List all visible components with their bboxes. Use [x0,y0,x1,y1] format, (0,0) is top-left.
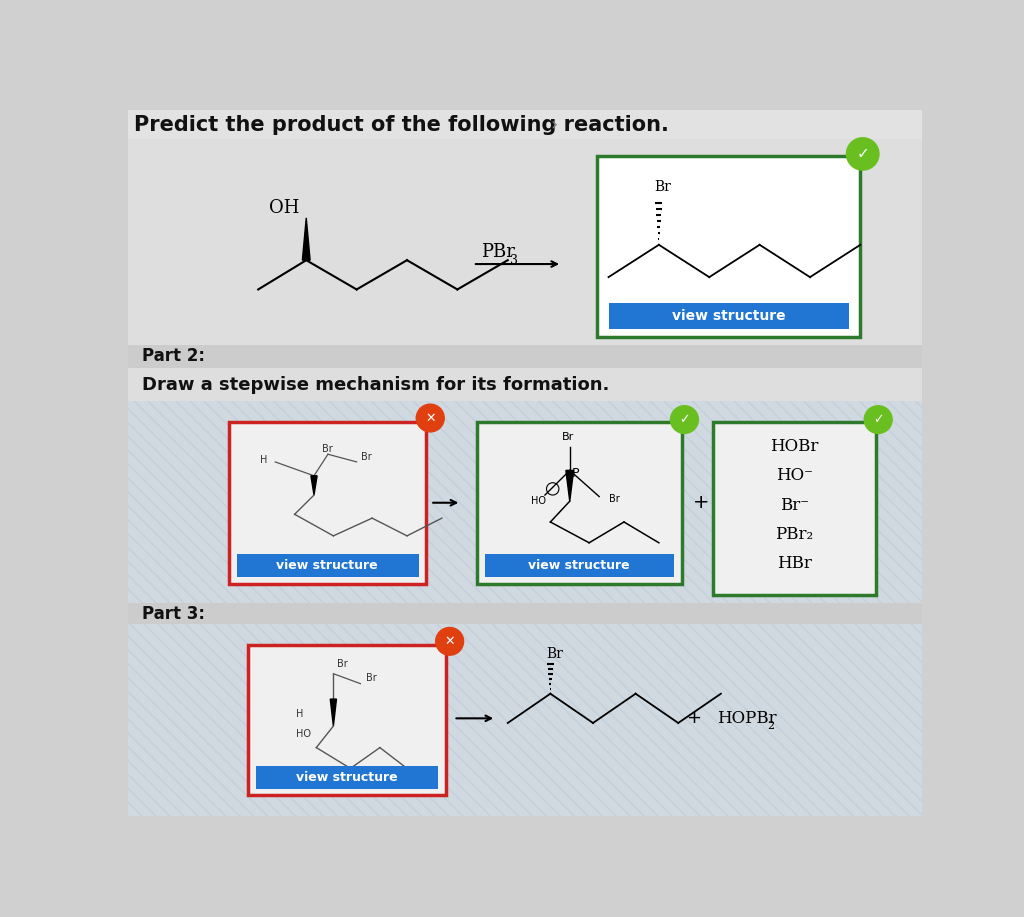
Text: H: H [260,456,267,466]
Text: +: + [693,493,710,513]
Circle shape [864,405,892,434]
Bar [248,646,445,795]
Bar [484,555,675,578]
Text: HO: HO [296,729,311,739]
Text: HO⁻: HO⁻ [776,468,813,484]
Text: ✓: ✓ [856,147,869,161]
Text: Part 2:: Part 2: [142,348,205,366]
Text: Predict the product of the following reaction.: Predict the product of the following rea… [134,116,669,136]
Polygon shape [331,699,337,726]
Text: H: H [296,710,303,720]
Text: view structure: view structure [672,309,785,323]
Text: Br: Br [337,659,348,669]
Text: Br: Br [546,646,562,660]
Text: ✕: ✕ [444,635,455,647]
Bar [608,303,849,329]
Text: HOBr: HOBr [770,438,818,455]
Text: HBr: HBr [777,555,812,572]
Bar [128,624,922,816]
Bar [128,139,922,345]
Text: PBr: PBr [480,244,514,261]
Text: Br: Br [654,180,671,194]
Bar [256,766,438,790]
Polygon shape [566,470,573,502]
Text: ›: › [550,116,558,135]
Text: 2: 2 [767,721,774,731]
Text: Part 3:: Part 3: [142,604,205,623]
Circle shape [847,138,879,170]
Circle shape [671,405,698,434]
Text: ✓: ✓ [872,413,884,426]
Bar [713,422,876,595]
Bar [128,345,922,368]
Circle shape [417,404,444,432]
Text: Br: Br [562,432,574,442]
Text: Draw a stepwise mechanism for its formation.: Draw a stepwise mechanism for its format… [142,376,609,394]
Text: PBr₂: PBr₂ [775,525,813,543]
Polygon shape [302,218,310,260]
Bar [128,602,922,624]
Text: +: + [686,710,701,727]
Text: view structure: view structure [276,559,378,572]
Text: HOPBr: HOPBr [717,710,776,727]
Text: Br⁻: Br⁻ [780,496,809,514]
Bar [128,401,922,602]
Bar [228,422,426,583]
Text: ✓: ✓ [679,413,690,426]
Text: HO: HO [531,496,546,506]
Text: Br: Br [366,673,377,683]
Bar [237,555,419,578]
Text: Br: Br [608,494,620,503]
Polygon shape [311,476,317,495]
Bar [477,422,682,583]
Text: view structure: view structure [528,559,630,572]
Text: ✕: ✕ [425,412,435,425]
Text: view structure: view structure [296,771,397,784]
Text: OH: OH [269,199,300,216]
Text: Br: Br [360,451,372,461]
Text: 3: 3 [510,254,518,267]
Text: Br: Br [322,444,333,454]
Bar [128,368,922,401]
Bar [597,156,860,337]
Bar [128,110,922,139]
Circle shape [435,627,464,656]
Text: P: P [572,467,580,480]
